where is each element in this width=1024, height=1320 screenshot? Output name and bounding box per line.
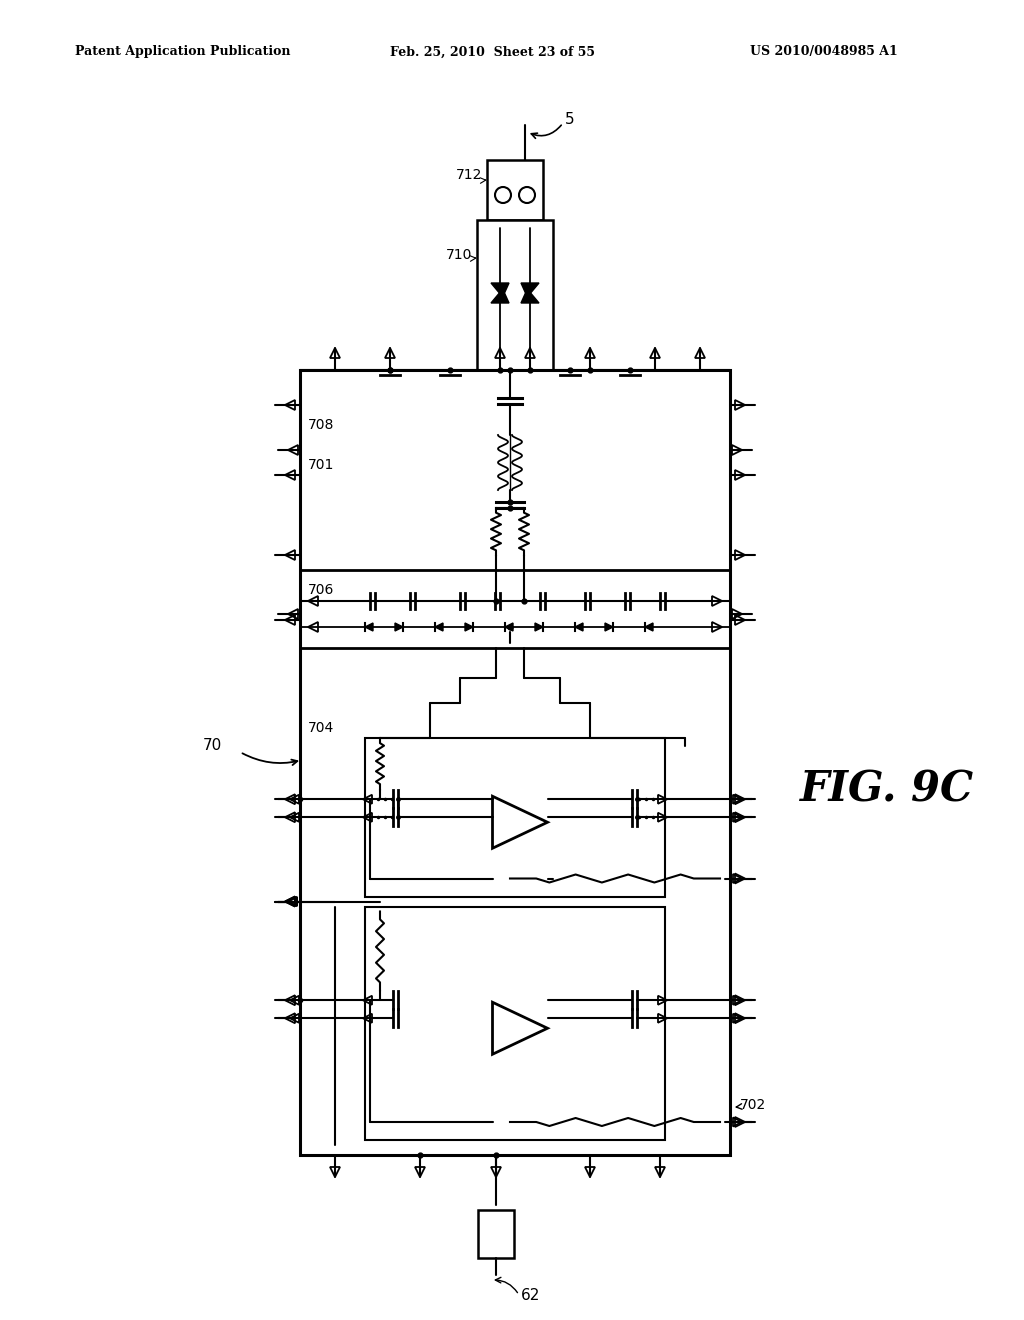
Bar [300, 370, 730, 1155]
Bar [365, 738, 665, 896]
Polygon shape [505, 623, 513, 631]
Polygon shape [575, 623, 583, 631]
Text: 710: 710 [445, 248, 472, 261]
Text: 70: 70 [203, 738, 222, 752]
Text: 712: 712 [456, 168, 482, 182]
Polygon shape [535, 623, 543, 631]
Text: 708: 708 [308, 418, 335, 432]
Bar [477, 220, 553, 370]
Text: Feb. 25, 2010  Sheet 23 of 55: Feb. 25, 2010 Sheet 23 of 55 [390, 45, 595, 58]
Text: US 2010/0048985 A1: US 2010/0048985 A1 [750, 45, 898, 58]
Bar [365, 907, 665, 1140]
Text: 706: 706 [308, 583, 335, 597]
Polygon shape [645, 623, 653, 631]
Bar [478, 1210, 514, 1258]
Text: 62: 62 [521, 1287, 541, 1303]
Polygon shape [365, 623, 373, 631]
Text: 702: 702 [740, 1098, 766, 1111]
Polygon shape [435, 623, 443, 631]
Text: 701: 701 [308, 458, 335, 473]
Polygon shape [490, 289, 509, 304]
Bar [487, 160, 543, 220]
Text: 5: 5 [565, 112, 574, 128]
Polygon shape [521, 282, 539, 297]
Text: FIG. 9C: FIG. 9C [800, 770, 974, 810]
Text: 704: 704 [308, 721, 334, 735]
Polygon shape [395, 623, 403, 631]
Polygon shape [605, 623, 613, 631]
Polygon shape [490, 282, 509, 297]
Text: Patent Application Publication: Patent Application Publication [75, 45, 291, 58]
Polygon shape [465, 623, 473, 631]
Polygon shape [521, 289, 539, 304]
